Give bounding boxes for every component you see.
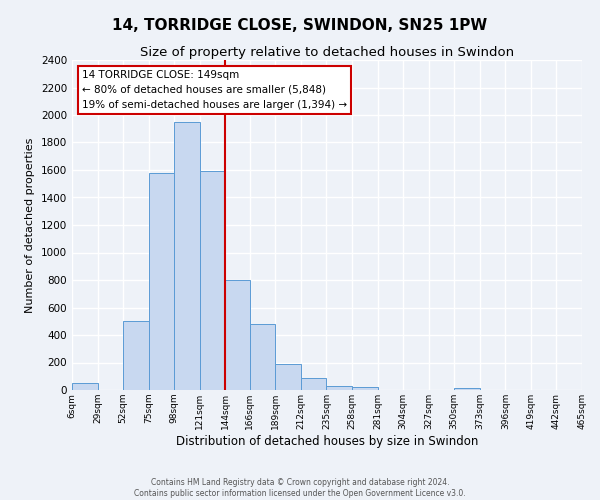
Bar [226,280,250,390]
Bar [250,324,275,390]
Bar [352,386,377,390]
X-axis label: Distribution of detached houses by size in Swindon: Distribution of detached houses by size … [176,434,478,448]
Bar [123,322,149,390]
Text: 14 TORRIDGE CLOSE: 149sqm
← 80% of detached houses are smaller (5,848)
19% of se: 14 TORRIDGE CLOSE: 149sqm ← 80% of detac… [82,70,347,110]
Text: Contains HM Land Registry data © Crown copyright and database right 2024.
Contai: Contains HM Land Registry data © Crown c… [134,478,466,498]
Bar [174,122,200,390]
Bar [326,386,352,390]
Bar [454,388,480,390]
Bar [301,378,326,390]
Title: Size of property relative to detached houses in Swindon: Size of property relative to detached ho… [140,46,514,59]
Bar [72,383,98,390]
Text: 14, TORRIDGE CLOSE, SWINDON, SN25 1PW: 14, TORRIDGE CLOSE, SWINDON, SN25 1PW [112,18,488,32]
Y-axis label: Number of detached properties: Number of detached properties [25,138,35,312]
Bar [149,173,174,390]
Bar [200,172,226,390]
Bar [275,364,301,390]
